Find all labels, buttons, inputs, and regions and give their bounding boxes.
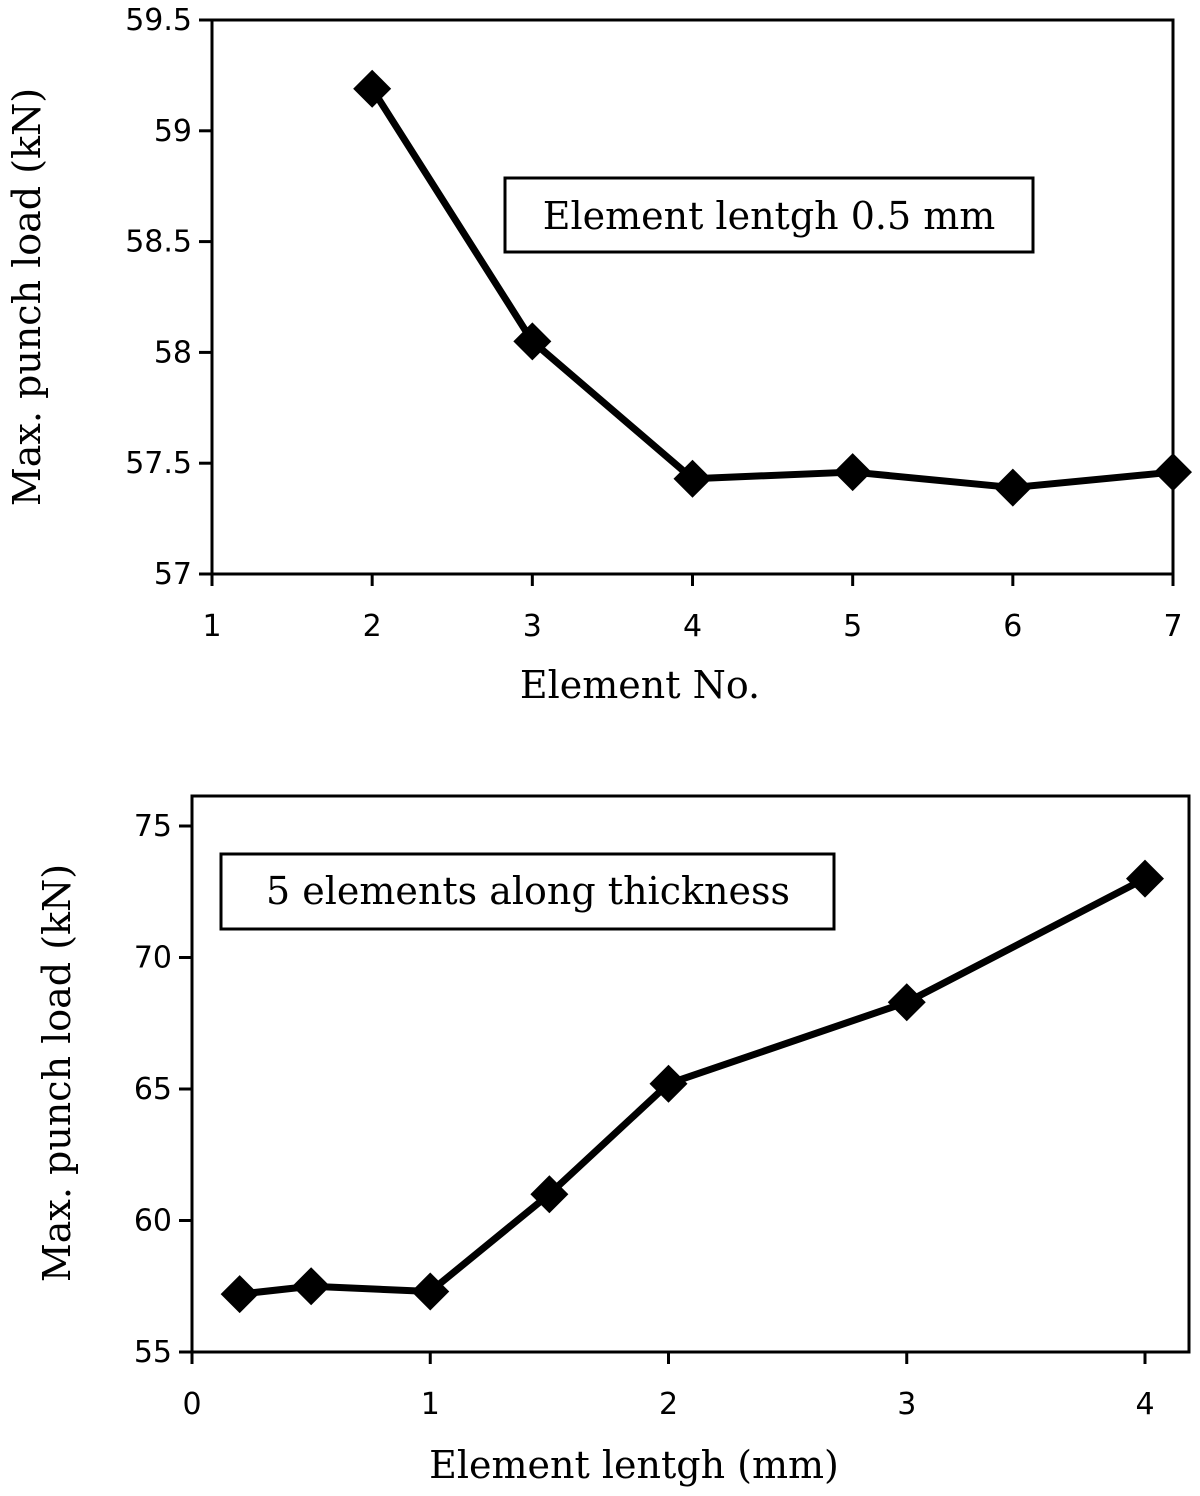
y-tick-label: 58.5: [125, 225, 192, 260]
data-point-marker: [649, 1064, 688, 1103]
series-line: [369, 86, 1174, 492]
series-line: [239, 875, 1147, 1298]
y-tick-label: 75: [134, 809, 172, 844]
y-tick-label: 57: [154, 557, 192, 592]
x-tick-label: 3: [523, 609, 542, 644]
y-tick-label: 70: [134, 941, 172, 976]
chart-element-count: 57 57.5 58 58.5 59 59.5 1 2 3 4 5 6 7 Element lentg…: [5, 3, 1192, 707]
data-point-marker: [833, 453, 872, 492]
y-tick-label: 59: [154, 114, 192, 149]
data-point-marker: [411, 1272, 450, 1311]
data-point-marker: [887, 983, 926, 1022]
data-point-marker: [513, 322, 552, 361]
x-tick-label: 1: [202, 609, 221, 644]
chart-element-length: 55 60 65 70 75 0 1 2 3 4 5 elements along thickn…: [35, 794, 1191, 1487]
x-tick-label: 3: [897, 1387, 916, 1422]
x-tick-label: 0: [182, 1387, 201, 1422]
y-axis-title: Max. punch load (kN): [35, 864, 79, 1282]
data-point-marker: [292, 1267, 331, 1306]
x-axis: 1 2 3 4 5 6 7: [202, 574, 1183, 644]
data-point-marker: [673, 459, 712, 498]
plot-area-frame: [190, 794, 1191, 1354]
y-tick-label: 59.5: [125, 3, 192, 38]
data-point-marker: [530, 1175, 569, 1214]
annotation-label: 5 elements along thickness: [266, 869, 790, 913]
x-axis-title: Element lentgh (mm): [429, 1443, 839, 1487]
data-point-marker: [1154, 453, 1192, 492]
x-tick-label: 4: [1135, 1387, 1154, 1422]
series-line-group: [353, 69, 1192, 507]
x-tick-label: 5: [843, 609, 862, 644]
x-tick-label: 4: [683, 609, 702, 644]
x-tick-label: 2: [659, 1387, 678, 1422]
annotation-box: 5 elements along thickness: [219, 852, 836, 931]
data-point-marker: [353, 69, 392, 108]
y-tick-label: 55: [134, 1335, 172, 1370]
y-tick-label: 58: [154, 335, 192, 370]
y-axis: 55 60 65 70 75: [134, 809, 192, 1370]
series-line-group: [220, 859, 1164, 1314]
y-axis-title: Max. punch load (kN): [5, 88, 49, 506]
y-tick-label: 60: [134, 1204, 172, 1239]
x-axis: 0 1 2 3 4: [182, 1352, 1155, 1422]
y-tick-label: 65: [134, 1072, 172, 1107]
x-tick-label: 2: [363, 609, 382, 644]
x-tick-label: 7: [1163, 609, 1182, 644]
y-axis: 57 57.5 58 58.5 59 59.5: [125, 3, 212, 592]
data-point-marker: [993, 468, 1032, 507]
data-point-marker: [1126, 859, 1164, 898]
y-tick-label: 57.5: [125, 446, 192, 481]
annotation-box: Element lentgh 0.5 mm: [503, 176, 1035, 254]
x-axis-title: Element No.: [520, 663, 760, 707]
data-point-marker: [220, 1275, 259, 1314]
annotation-label: Element lentgh 0.5 mm: [543, 194, 996, 238]
x-tick-label: 6: [1003, 609, 1022, 644]
x-tick-label: 1: [421, 1387, 440, 1422]
